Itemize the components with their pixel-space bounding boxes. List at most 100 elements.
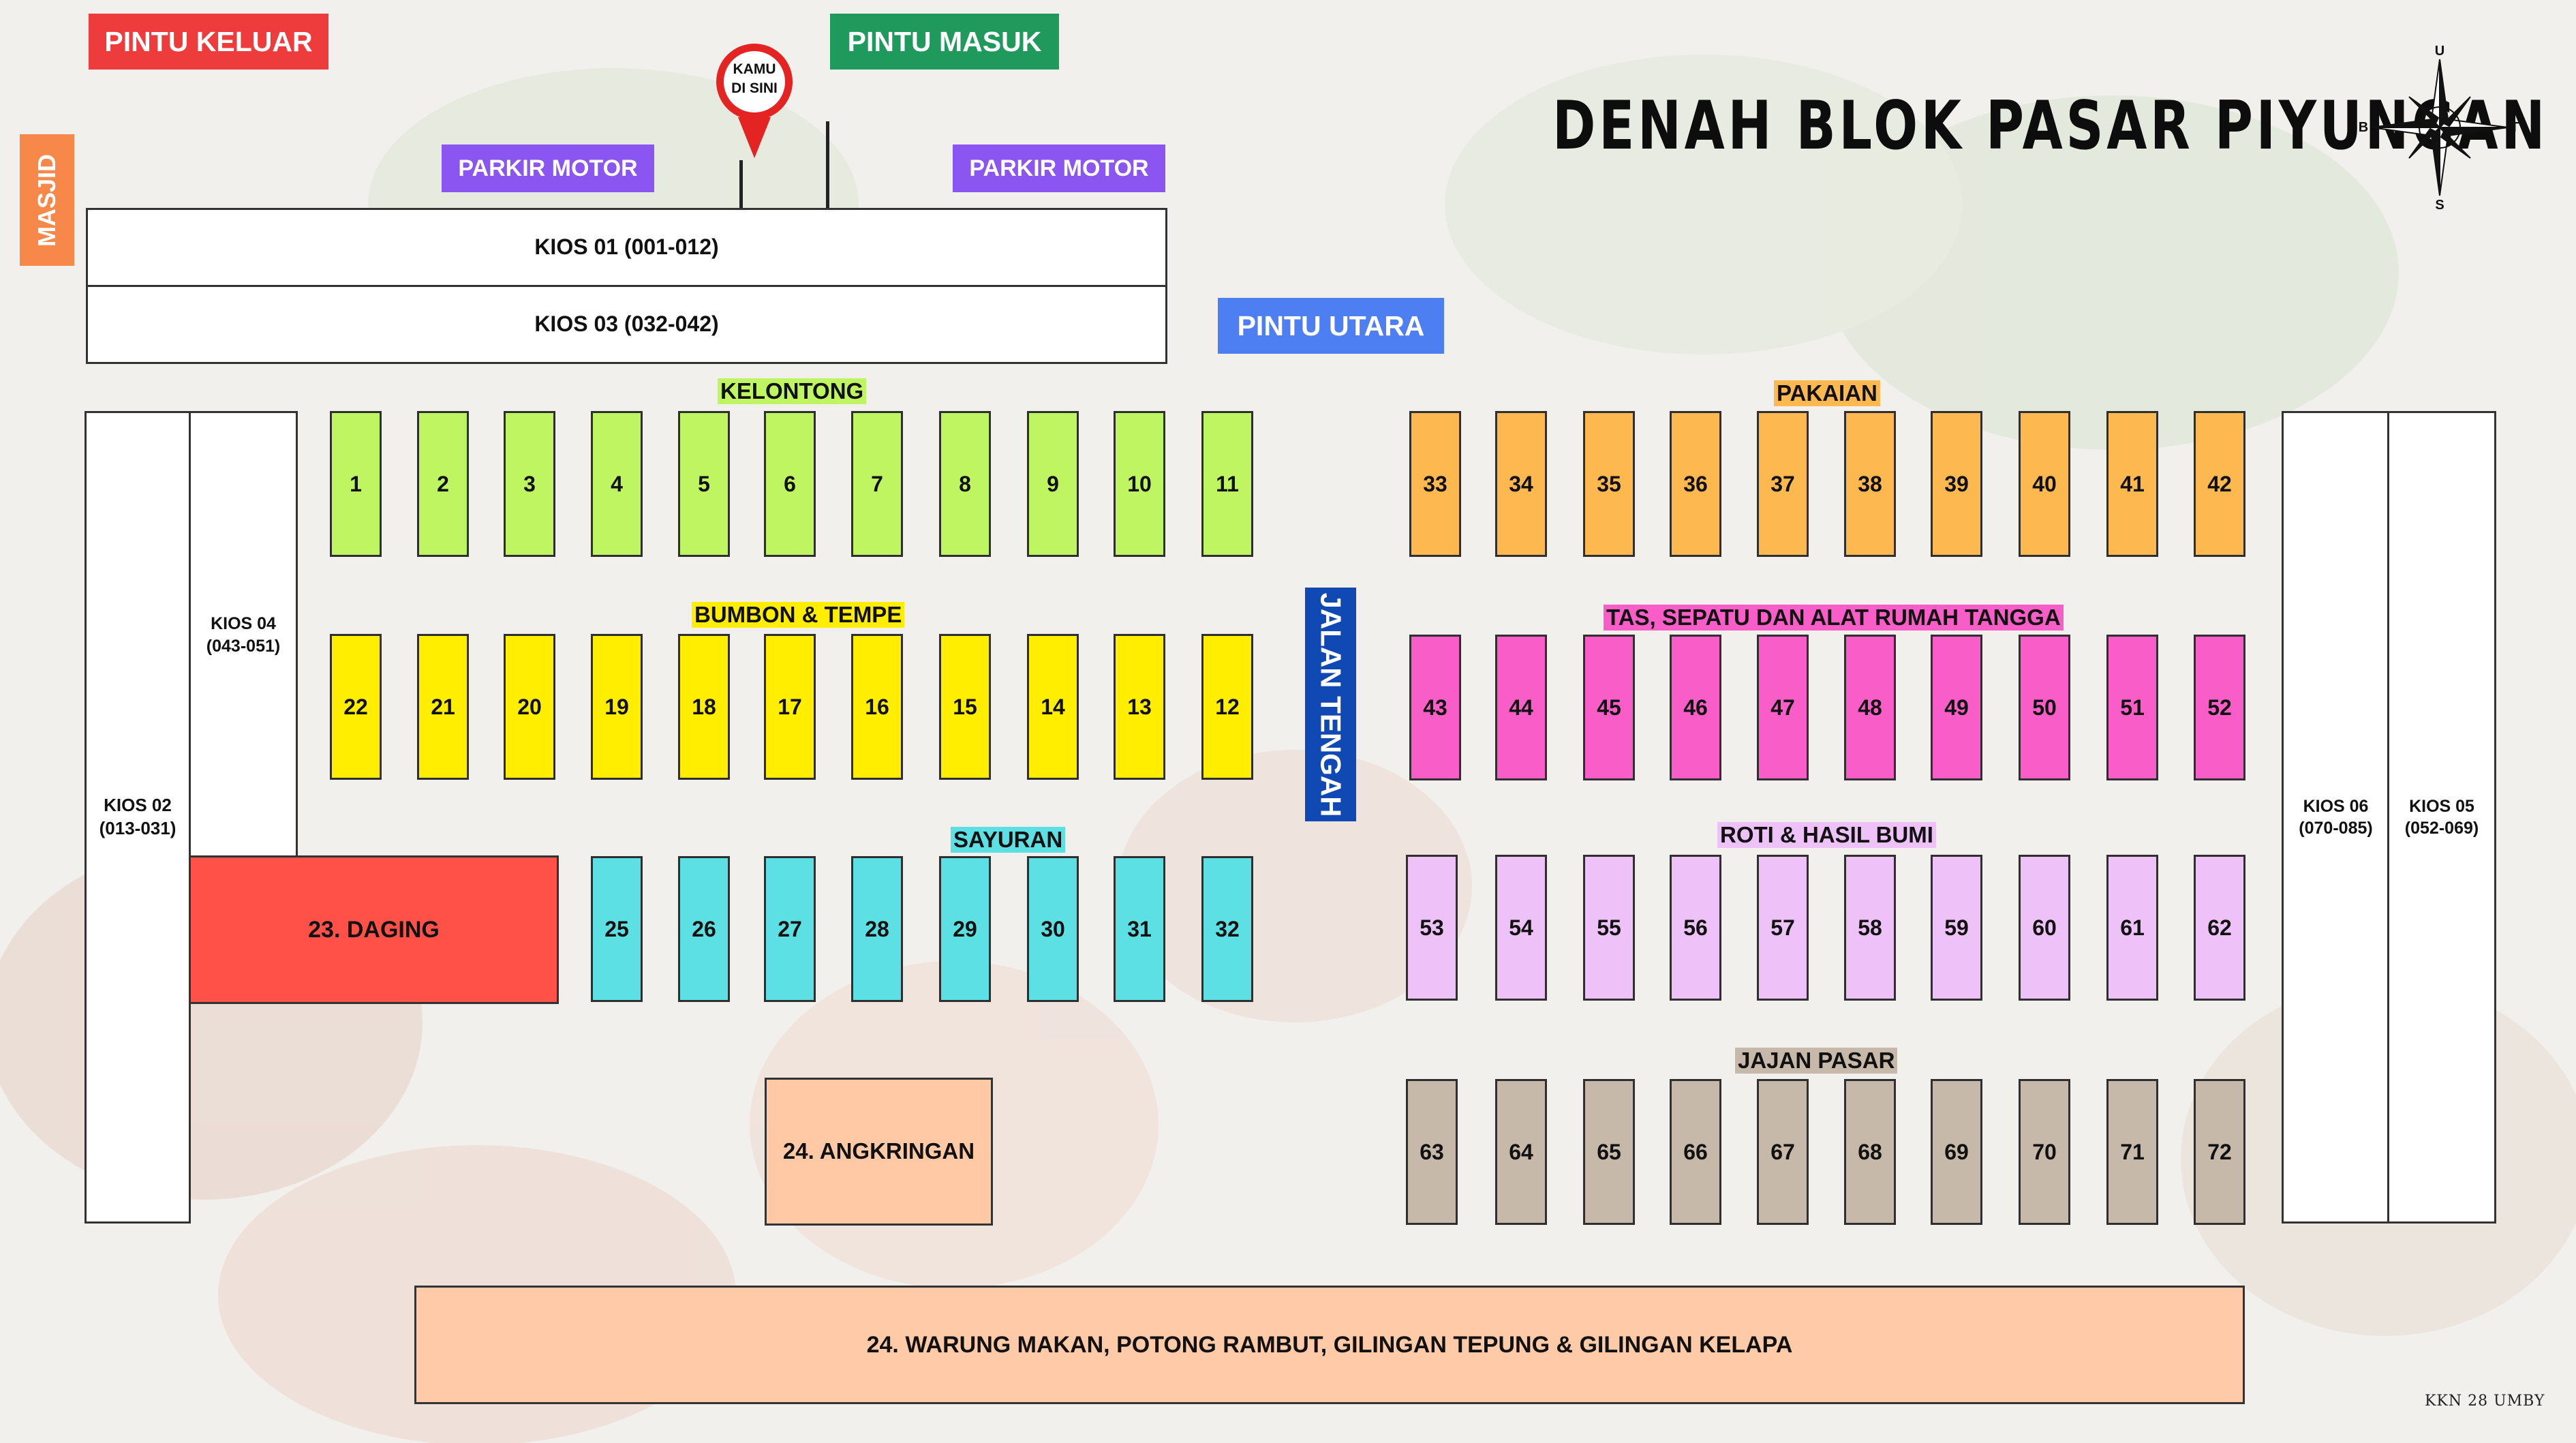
- stall-pakaian-37[interactable]: 37: [1757, 411, 1809, 557]
- stall-kelontong-5[interactable]: 5: [678, 411, 730, 557]
- stall-sayuran-30[interactable]: 30: [1027, 856, 1079, 1002]
- stall-pakaian-33[interactable]: 33: [1409, 411, 1461, 557]
- stall-roti-62[interactable]: 62: [2194, 855, 2245, 1001]
- stall-kelontong-8[interactable]: 8: [939, 411, 991, 557]
- stall-sayuran-31[interactable]: 31: [1114, 856, 1165, 1002]
- stall-sayuran-27[interactable]: 27: [764, 856, 816, 1002]
- stall-kelontong-6[interactable]: 6: [764, 411, 816, 557]
- you-are-here-line1: KAMU: [733, 61, 776, 77]
- stall-tas-50[interactable]: 50: [2019, 635, 2070, 780]
- food-stall-block-24[interactable]: 24. WARUNG MAKAN, POTONG RAMBUT, GILINGA…: [414, 1286, 2245, 1404]
- kiosk-04-name: KIOS 04: [211, 614, 276, 633]
- stall-pakaian-42[interactable]: 42: [2194, 411, 2245, 557]
- stall-roti-54[interactable]: 54: [1495, 855, 1547, 1001]
- stall-pakaian-41[interactable]: 41: [2106, 411, 2158, 557]
- map-pin-icon: [716, 44, 793, 158]
- compass-south: S: [2435, 198, 2444, 213]
- stall-tas-51[interactable]: 51: [2106, 635, 2158, 780]
- stall-pakaian-34[interactable]: 34: [1495, 411, 1547, 557]
- stall-roti-60[interactable]: 60: [2019, 855, 2070, 1001]
- angkringan-block-24[interactable]: 24. ANGKRINGAN: [765, 1078, 993, 1226]
- stall-tas-52[interactable]: 52: [2194, 635, 2245, 780]
- kiosk-05[interactable]: KIOS 05 (052-069): [2387, 411, 2496, 1224]
- stall-roti-53[interactable]: 53: [1406, 855, 1458, 1001]
- stall-jajan-67[interactable]: 67: [1757, 1079, 1809, 1225]
- stall-kelontong-1[interactable]: 1: [330, 411, 382, 557]
- kiosk-01-label: KIOS 01 (001-012): [534, 234, 719, 260]
- stall-tas-46[interactable]: 46: [1670, 635, 1721, 780]
- middle-road-sign-label: JALAN TENGAH: [1315, 592, 1347, 817]
- stall-jajan-68[interactable]: 68: [1844, 1079, 1896, 1225]
- stall-bumbon-13[interactable]: 13: [1114, 634, 1165, 780]
- stall-jajan-64[interactable]: 64: [1495, 1079, 1547, 1225]
- stall-jajan-69[interactable]: 69: [1931, 1079, 1982, 1225]
- stall-tas-43[interactable]: 43: [1409, 635, 1461, 780]
- stall-jajan-70[interactable]: 70: [2019, 1079, 2070, 1225]
- meat-block-23[interactable]: 23. DAGING: [189, 855, 559, 1004]
- stall-bumbon-19[interactable]: 19: [591, 634, 643, 780]
- stall-sayuran-25[interactable]: 25: [591, 856, 643, 1002]
- stall-jajan-71[interactable]: 71: [2106, 1079, 2158, 1225]
- stall-kelontong-2[interactable]: 2: [417, 411, 469, 557]
- middle-road-sign: JALAN TENGAH: [1305, 588, 1356, 821]
- stall-bumbon-22[interactable]: 22: [330, 634, 382, 780]
- stall-pakaian-36[interactable]: 36: [1670, 411, 1721, 557]
- stall-roti-58[interactable]: 58: [1844, 855, 1896, 1001]
- meat-block-label: 23. DAGING: [308, 916, 440, 943]
- stall-bumbon-16[interactable]: 16: [851, 634, 903, 780]
- mosque-sign-label: MASJID: [33, 153, 61, 247]
- kiosk-04[interactable]: KIOS 04 (043-051): [189, 411, 298, 857]
- compass-icon: [2371, 59, 2509, 196]
- stall-bumbon-21[interactable]: 21: [417, 634, 469, 780]
- stall-kelontong-11[interactable]: 11: [1201, 411, 1253, 557]
- kiosk-02-name: KIOS 02: [104, 795, 172, 816]
- stall-jajan-65[interactable]: 65: [1583, 1079, 1635, 1225]
- stall-tas-45[interactable]: 45: [1583, 635, 1635, 780]
- stall-roti-61[interactable]: 61: [2106, 855, 2158, 1001]
- stall-roti-56[interactable]: 56: [1670, 855, 1721, 1001]
- stall-bumbon-20[interactable]: 20: [504, 634, 555, 780]
- stall-kelontong-10[interactable]: 10: [1114, 411, 1165, 557]
- stall-roti-55[interactable]: 55: [1583, 855, 1635, 1001]
- entrance-line-right: [826, 121, 829, 210]
- stall-bumbon-14[interactable]: 14: [1027, 634, 1079, 780]
- stall-roti-57[interactable]: 57: [1757, 855, 1809, 1001]
- kiosk-05-range: (052-069): [2404, 819, 2479, 838]
- stall-tas-44[interactable]: 44: [1495, 635, 1547, 780]
- stall-bumbon-18[interactable]: 18: [678, 634, 730, 780]
- stall-bumbon-15[interactable]: 15: [939, 634, 991, 780]
- stall-pakaian-39[interactable]: 39: [1931, 411, 1982, 557]
- stall-kelontong-9[interactable]: 9: [1027, 411, 1079, 557]
- food-stall-block-label: 24. WARUNG MAKAN, POTONG RAMBUT, GILINGA…: [866, 1331, 1793, 1358]
- stall-jajan-66[interactable]: 66: [1670, 1079, 1721, 1225]
- stall-kelontong-3[interactable]: 3: [504, 411, 555, 557]
- section-label-kelontong: KELONTONG: [718, 378, 867, 404]
- stall-kelontong-4[interactable]: 4: [591, 411, 643, 557]
- stall-jajan-72[interactable]: 72: [2194, 1079, 2245, 1225]
- compass-rose: U S T B: [2358, 42, 2521, 213]
- stall-bumbon-12[interactable]: 12: [1201, 634, 1253, 780]
- stall-sayuran-32[interactable]: 32: [1201, 856, 1253, 1002]
- stall-tas-48[interactable]: 48: [1844, 635, 1896, 780]
- stall-sayuran-26[interactable]: 26: [678, 856, 730, 1002]
- stall-pakaian-40[interactable]: 40: [2019, 411, 2070, 557]
- stall-pakaian-38[interactable]: 38: [1844, 411, 1896, 557]
- stall-jajan-63[interactable]: 63: [1406, 1079, 1458, 1225]
- kiosk-06-name: KIOS 06: [2303, 796, 2369, 816]
- stall-tas-47[interactable]: 47: [1757, 635, 1809, 780]
- stall-bumbon-17[interactable]: 17: [764, 634, 816, 780]
- kiosk-06[interactable]: KIOS 06 (070-085): [2282, 411, 2390, 1224]
- kiosk-02[interactable]: KIOS 02 (013-031): [85, 411, 191, 1224]
- motorcycle-parking-left-sign: PARKIR MOTOR: [442, 145, 654, 192]
- stall-sayuran-29[interactable]: 29: [939, 856, 991, 1002]
- stall-tas-49[interactable]: 49: [1931, 635, 1982, 780]
- kiosk-01[interactable]: KIOS 01 (001-012): [86, 208, 1167, 287]
- section-label-bumbon: BUMBON & TEMPE: [692, 602, 905, 628]
- kiosk-03[interactable]: KIOS 03 (032-042): [86, 285, 1167, 364]
- stall-pakaian-35[interactable]: 35: [1583, 411, 1635, 557]
- stall-roti-59[interactable]: 59: [1931, 855, 1982, 1001]
- stall-sayuran-28[interactable]: 28: [851, 856, 903, 1002]
- stall-kelontong-7[interactable]: 7: [851, 411, 903, 557]
- section-label-pakaian: PAKAIAN: [1774, 380, 1880, 406]
- section-label-jajan: JAJAN PASAR: [1735, 1048, 1898, 1074]
